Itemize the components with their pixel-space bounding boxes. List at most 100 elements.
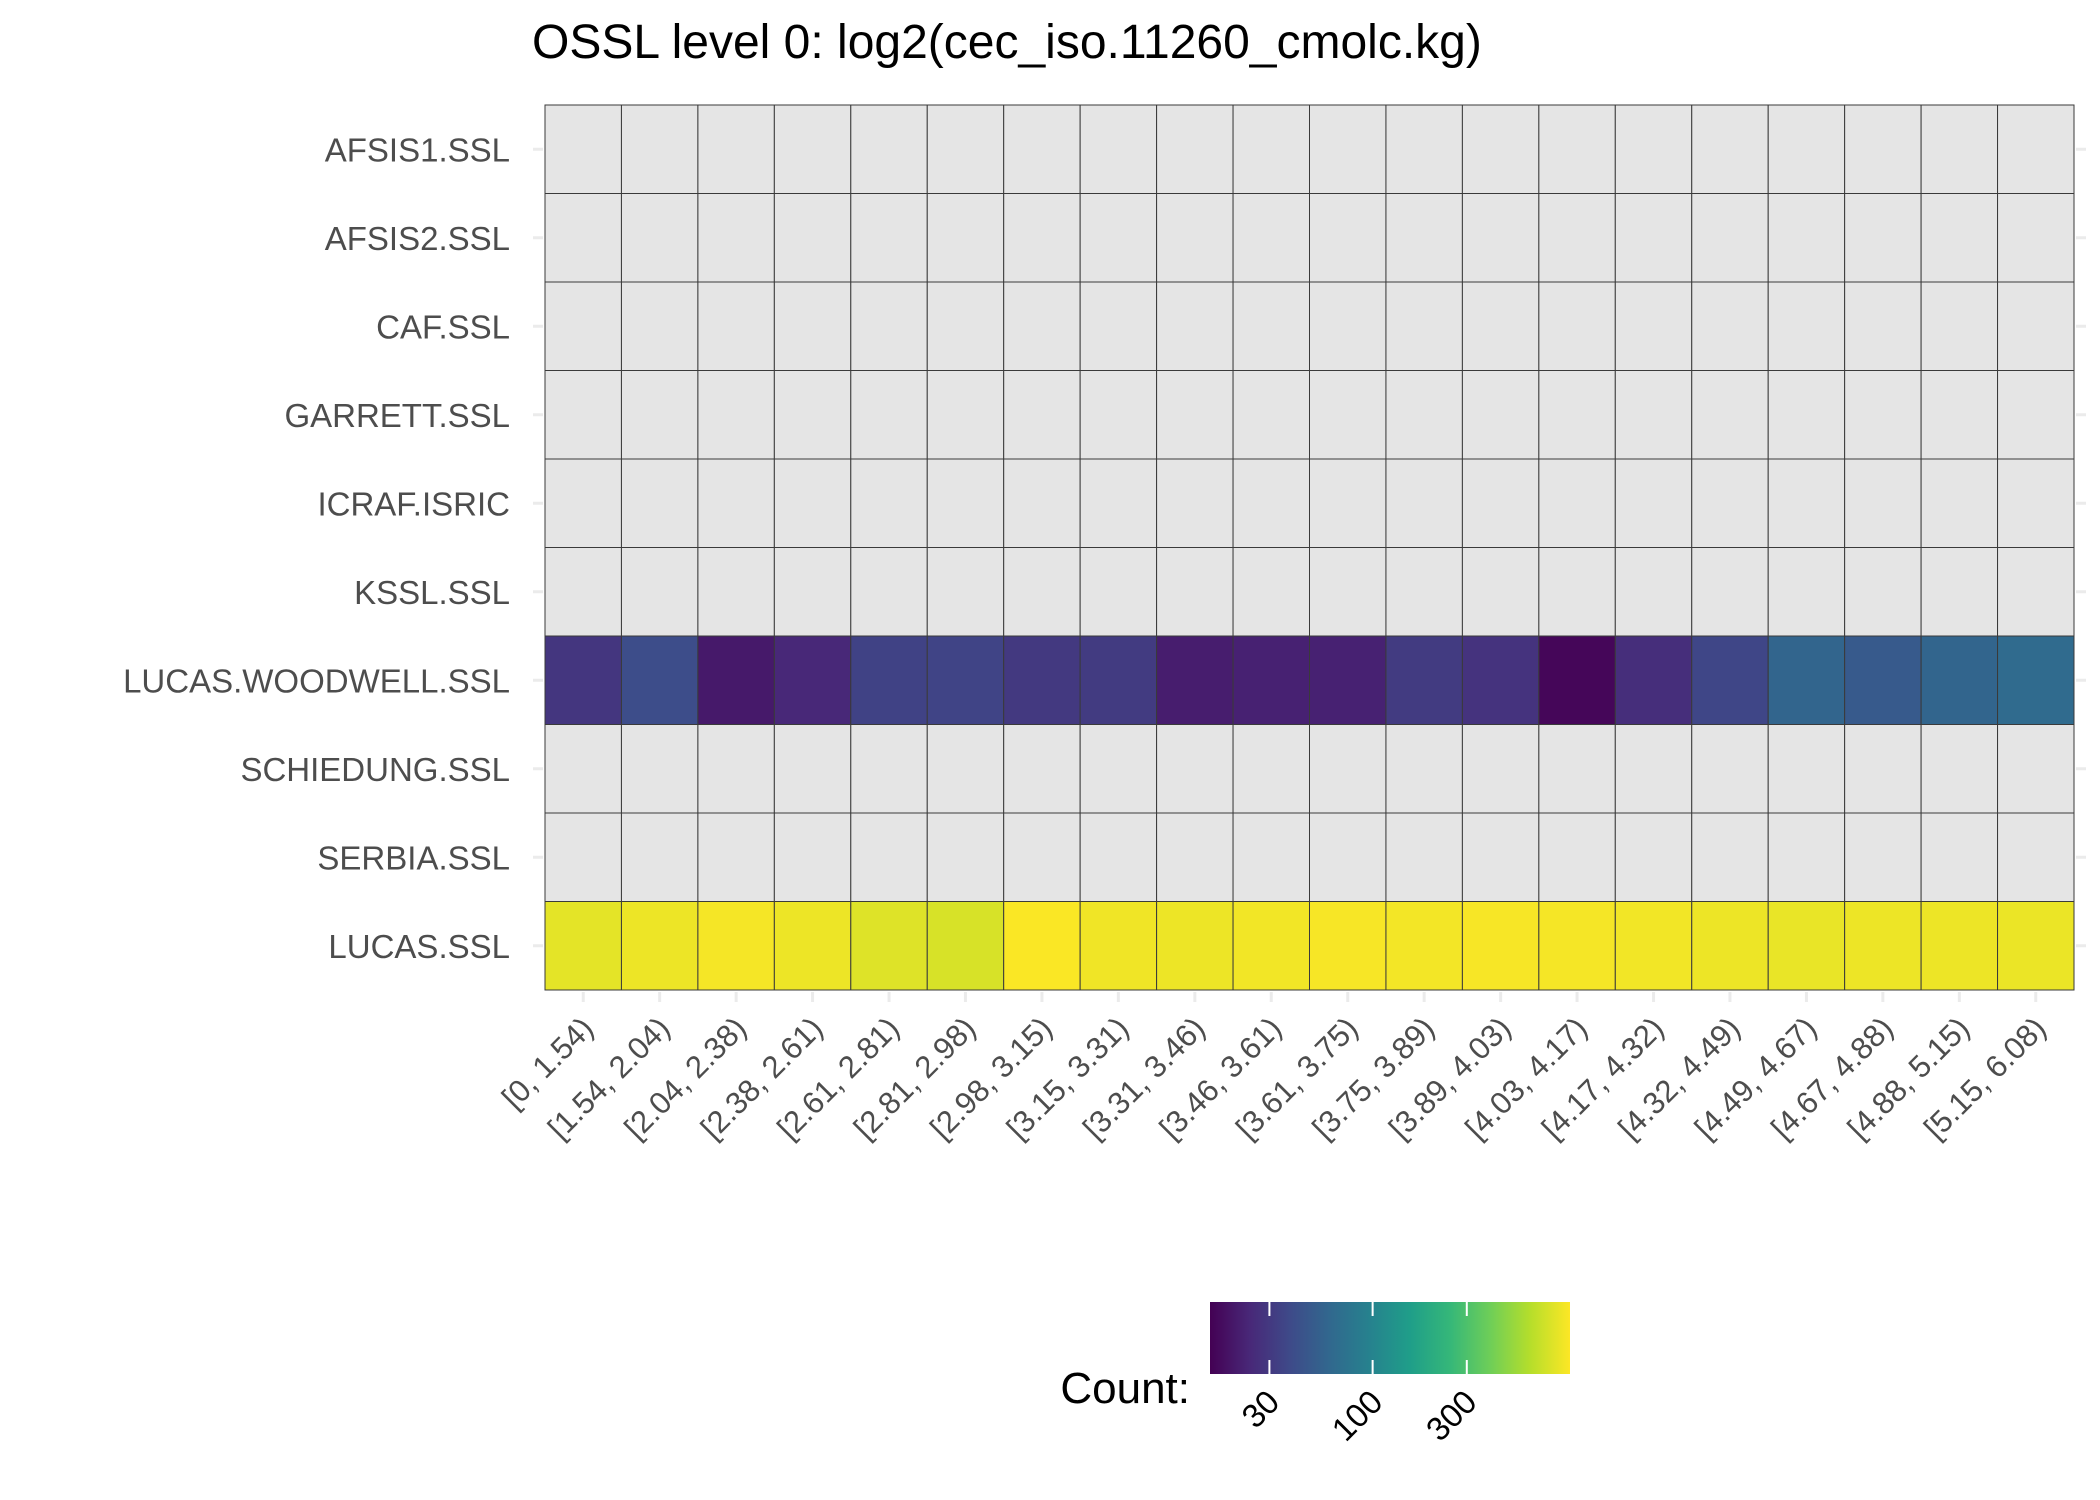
heatmap-cell xyxy=(1079,104,1158,194)
heatmap-cell xyxy=(773,458,852,548)
heatmap-cell xyxy=(1920,812,1999,902)
heatmap-cell xyxy=(1309,193,1387,283)
heatmap-cell xyxy=(1767,812,1846,902)
heatmap-cell xyxy=(1461,812,1540,902)
heatmap-cell xyxy=(1003,370,1081,460)
heatmap-cell xyxy=(1920,458,1999,548)
heatmap-cell xyxy=(1614,193,1693,283)
heatmap-cell xyxy=(1691,193,1769,283)
heatmap-cell xyxy=(773,812,852,902)
heatmap-cell xyxy=(544,193,622,283)
heatmap-cell xyxy=(773,724,852,814)
heatmap-cell xyxy=(1920,193,1999,283)
heatmap-cell xyxy=(1997,193,2075,283)
y-axis-ticks xyxy=(533,147,2086,948)
heatmap-cell xyxy=(1232,281,1311,371)
heatmap-cell xyxy=(620,547,699,637)
heatmap-cell xyxy=(1461,281,1540,371)
heatmap-cell xyxy=(1156,724,1234,814)
heatmap-cell xyxy=(1844,193,1922,283)
heatmap-cell xyxy=(1997,281,2075,371)
heatmap-cell xyxy=(1385,370,1463,460)
heatmap-cell xyxy=(1538,281,1616,371)
y-tick-label: LUCAS.SSL xyxy=(328,928,510,965)
heatmap-cell xyxy=(1691,901,1769,991)
heatmap-cell xyxy=(1538,812,1616,902)
heatmap-cell xyxy=(1232,724,1311,814)
heatmap-cell xyxy=(1538,635,1616,725)
heatmap-cell xyxy=(1538,458,1616,548)
color-legend: Count: 30 100 300 xyxy=(1060,1302,1570,1448)
heatmap-cell xyxy=(1614,635,1693,725)
heatmap-cell xyxy=(1156,458,1234,548)
heatmap-cell xyxy=(773,370,852,460)
heatmap-cell xyxy=(1232,104,1311,194)
heatmap-cell xyxy=(1156,901,1234,991)
heatmap-cell xyxy=(1309,901,1387,991)
heatmap-cell xyxy=(1385,547,1463,637)
heatmap-cell xyxy=(1691,635,1769,725)
heatmap-cell xyxy=(1156,812,1234,902)
heatmap-cell xyxy=(850,724,928,814)
heatmap-cell xyxy=(926,370,1005,460)
heatmap-cell xyxy=(1079,901,1158,991)
heatmap-cell xyxy=(1844,724,1922,814)
y-tick-label: ICRAF.ISRIC xyxy=(317,485,510,522)
heatmap-cell xyxy=(1461,901,1540,991)
heatmap-cell xyxy=(926,193,1005,283)
heatmap-cell xyxy=(1156,281,1234,371)
heatmap-cell xyxy=(697,547,775,637)
heatmap-cell xyxy=(1691,104,1769,194)
heatmap-cell xyxy=(1920,635,1999,725)
heatmap-cell xyxy=(1003,281,1081,371)
heatmap-cell xyxy=(850,104,928,194)
y-tick-label: LUCAS.WOODWELL.SSL xyxy=(123,662,510,699)
heatmap-cell xyxy=(1309,281,1387,371)
heatmap-cell xyxy=(1232,193,1311,283)
heatmap-cell xyxy=(1844,812,1922,902)
heatmap-cell xyxy=(697,370,775,460)
y-axis-labels: AFSIS1.SSL AFSIS2.SSL CAF.SSL GARRETT.SSL IC… xyxy=(123,131,510,965)
heatmap-cell xyxy=(1614,547,1693,637)
heatmap-cell xyxy=(1003,104,1081,194)
heatmap-cell xyxy=(850,635,928,725)
heatmap-cell xyxy=(773,193,852,283)
x-axis-labels: [0, 1.54)[1.54, 2.04)[2.04, 2.38)[2.38, … xyxy=(495,1010,2053,1146)
heatmap-cell xyxy=(1079,193,1158,283)
heatmap-cell xyxy=(1691,812,1769,902)
heatmap-cell xyxy=(850,901,928,991)
heatmap-cell xyxy=(1538,901,1616,991)
heatmap-cell xyxy=(1079,547,1158,637)
heatmap-cell xyxy=(697,812,775,902)
heatmap-cell xyxy=(620,193,699,283)
heatmap-cell xyxy=(926,724,1005,814)
heatmap-cell xyxy=(1079,635,1158,725)
heatmap-cell xyxy=(1920,547,1999,637)
heatmap-cell xyxy=(926,281,1005,371)
legend-tick-label: 30 xyxy=(1234,1383,1286,1435)
heatmap-cell xyxy=(544,281,622,371)
heatmap-cell xyxy=(773,104,852,194)
heatmap-cell xyxy=(1232,812,1311,902)
heatmap-cell xyxy=(1997,104,2075,194)
heatmap-cell xyxy=(1003,812,1081,902)
heatmap-cell xyxy=(1079,281,1158,371)
heatmap-cell xyxy=(1767,458,1846,548)
heatmap-cell xyxy=(620,370,699,460)
chart-title: OSSL level 0: log2(cec_iso.11260_cmolc.k… xyxy=(532,16,1482,69)
heatmap-cell xyxy=(1767,104,1846,194)
heatmap-cell xyxy=(1691,281,1769,371)
heatmap-cell xyxy=(1079,812,1158,902)
heatmap-cell xyxy=(1385,635,1463,725)
heatmap-cell xyxy=(544,104,622,194)
heatmap-cell xyxy=(1767,370,1846,460)
heatmap-cell xyxy=(620,901,699,991)
heatmap-cell xyxy=(926,458,1005,548)
legend-ticks xyxy=(1268,1302,1468,1374)
heatmap-cell xyxy=(1461,370,1540,460)
heatmap-cell xyxy=(1309,724,1387,814)
heatmap-cell xyxy=(1844,458,1922,548)
heatmap-cell xyxy=(1844,547,1922,637)
heatmap-cell xyxy=(926,104,1005,194)
heatmap-cell xyxy=(544,901,622,991)
